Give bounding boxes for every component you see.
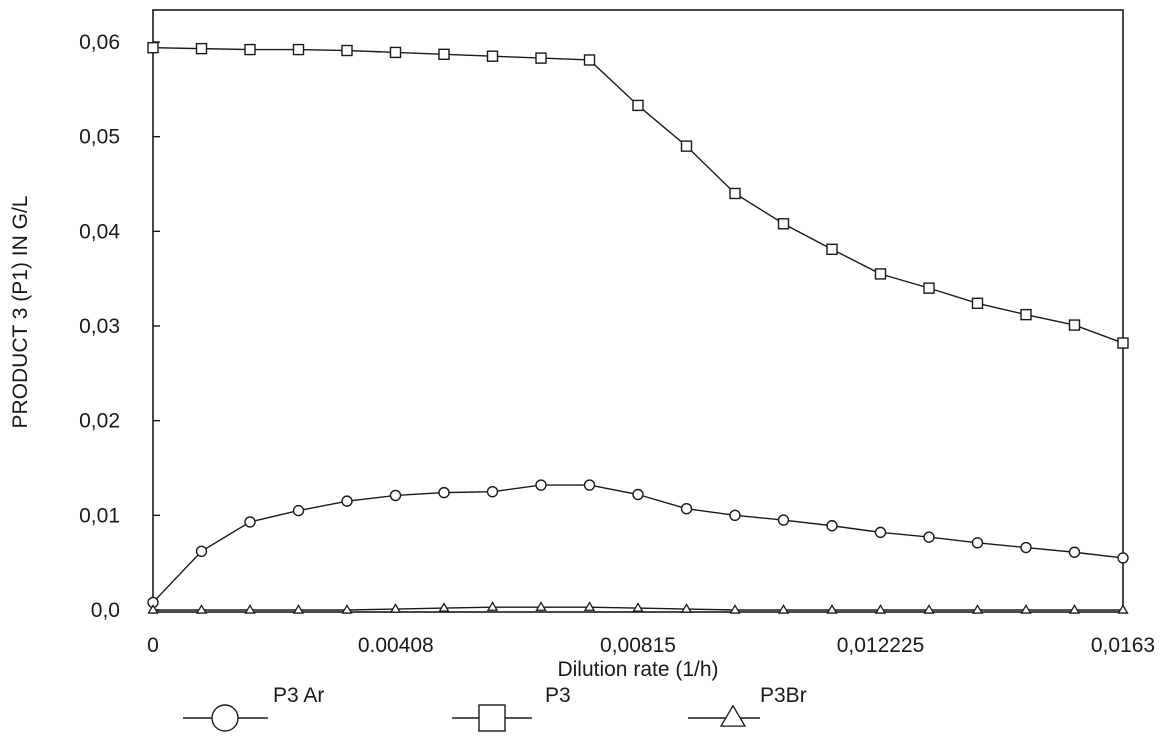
data-point-square [244, 43, 256, 56]
data-point-circle [680, 503, 693, 515]
data-point-triangle [147, 604, 159, 614]
x-tick-label: 0,00815 [600, 634, 676, 657]
data-point-square [1117, 337, 1129, 349]
data-point-triangle [389, 603, 402, 613]
x-tick-label: 0,0163 [1091, 634, 1155, 657]
legend-label: P3Br [760, 684, 807, 707]
data-point-square [632, 99, 644, 112]
data-point-circle [1020, 541, 1032, 554]
data-point-circle [341, 495, 353, 507]
legend-label: P3 [545, 684, 571, 707]
x-tick-label: 0,012225 [837, 634, 925, 657]
data-point-square [486, 50, 499, 62]
data-point-circle [438, 486, 450, 499]
data-point-triangle [1117, 604, 1129, 614]
data-point-circle [292, 504, 305, 517]
legend: P3 Ar P3 P3Br [183, 684, 807, 732]
data-point-circle [1068, 546, 1081, 558]
data-point-circle [923, 531, 935, 543]
data-point-circle [826, 520, 838, 532]
series-circle [147, 479, 1129, 609]
data-point-triangle [583, 601, 596, 611]
data-point-circle [1117, 552, 1129, 564]
data-point-circle [195, 545, 208, 558]
y-tick-label: 0,02 [79, 410, 120, 433]
data-point-square [971, 297, 984, 309]
legend-label: P3 Ar [273, 684, 324, 707]
y-tick-label: 0,04 [79, 220, 120, 243]
data-point-triangle [632, 602, 644, 612]
data-point-square [535, 52, 547, 64]
data-point-circle [486, 485, 499, 498]
data-point-square [583, 54, 596, 66]
data-point-circle [389, 489, 402, 502]
data-point-square [292, 43, 305, 56]
data-point-triangle [438, 602, 450, 612]
data-point-triangle [486, 601, 499, 611]
data-point-square [147, 41, 159, 54]
data-point-triangle [341, 604, 353, 614]
legend-item: P3 [452, 684, 571, 732]
data-point-circle [874, 526, 887, 539]
y-tick-label: 0,03 [79, 315, 120, 338]
data-point-circle [244, 516, 256, 528]
series-triangle [147, 601, 1129, 614]
data-point-triangle [874, 604, 887, 614]
data-point-square [874, 268, 887, 280]
data-point-circle [971, 537, 984, 549]
series-layer [147, 41, 1129, 614]
data-point-square [389, 46, 402, 59]
y-tick-label: 0,05 [79, 126, 120, 149]
data-point-circle [583, 479, 596, 491]
legend-item: P3 Ar [183, 684, 324, 732]
x-axis-label: Dilution rate (1/h) [557, 658, 718, 681]
data-point-square [680, 140, 693, 152]
data-point-triangle [923, 604, 935, 614]
data-point-triangle [777, 604, 790, 614]
y-tick-label: 0,01 [79, 504, 120, 527]
data-point-triangle [680, 603, 693, 613]
legend-item: P3Br [688, 684, 807, 727]
x-tick-label: 0.00408 [358, 634, 434, 657]
data-point-square [195, 42, 208, 55]
y-tick-label: 0,0 [91, 599, 120, 622]
data-point-square [1020, 308, 1032, 321]
data-point-circle [777, 514, 790, 526]
data-point-circle [535, 479, 547, 491]
data-point-circle [211, 704, 239, 732]
data-point-circle [632, 488, 644, 501]
data-point-square [923, 282, 935, 294]
series-square [147, 41, 1129, 349]
x-tick-label: 0 [147, 634, 159, 657]
data-point-triangle [826, 604, 838, 614]
data-point-square [1068, 319, 1081, 331]
data-point-triangle [1020, 604, 1032, 614]
data-point-circle [729, 509, 741, 522]
data-point-triangle [1068, 604, 1081, 614]
y-axis-ticks: 0,0 0,01 0,02 0,03 0,04 0,05 0,06 [79, 31, 160, 622]
data-point-triangle [729, 604, 741, 614]
y-tick-label: 0,06 [79, 31, 120, 54]
data-point-square [826, 243, 838, 256]
data-point-square [478, 704, 506, 732]
data-point-triangle [244, 604, 256, 614]
data-point-triangle [535, 601, 547, 611]
data-point-triangle [195, 604, 208, 614]
data-point-square [729, 187, 741, 200]
data-point-square [438, 48, 450, 61]
y-axis-label: PRODUCT 3 (P1) IN G/L [9, 196, 32, 429]
data-point-square [341, 44, 353, 57]
data-point-triangle [292, 604, 305, 614]
data-point-triangle [971, 604, 984, 614]
data-point-triangle [719, 704, 747, 727]
data-point-square [777, 218, 790, 230]
